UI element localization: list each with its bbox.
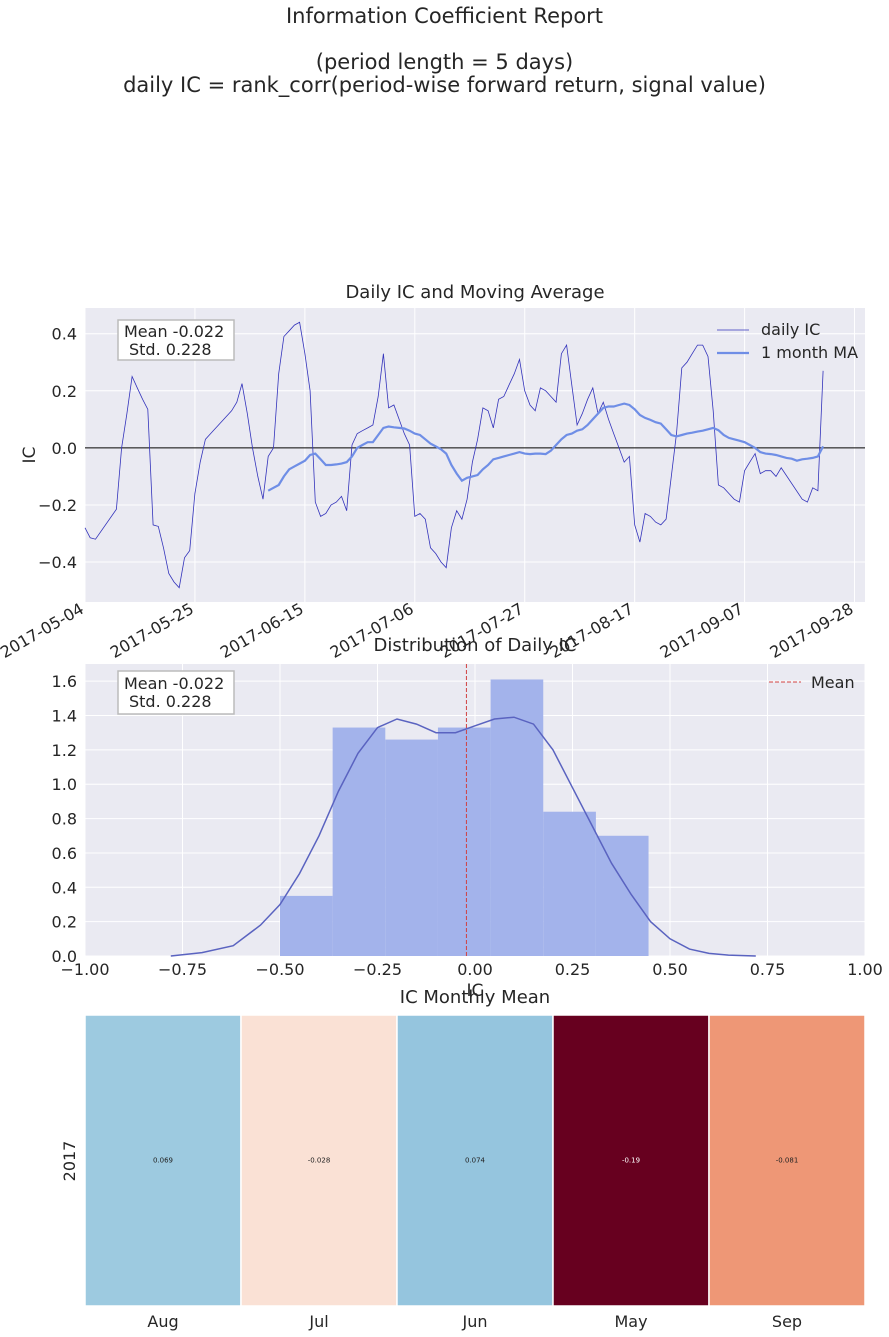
monthly-mean-panel: IC Monthly Mean 0.069 Aug -0.028 Jul 0.074 Ju…	[60, 987, 866, 1331]
y-tick-label: −0.4	[38, 553, 77, 572]
heatmap-cell-jun	[396, 1014, 554, 1307]
x-tick-label: 0.00	[457, 960, 493, 979]
monthly-mean-cells: 0.069 Aug -0.028 Jul 0.074 Jun -0.19 May -0.081 S…	[84, 1014, 866, 1331]
y-tick-label: 0.0	[52, 947, 77, 966]
distribution-x-ticks: −1.00 −0.75 −0.50 −0.25 0.00 0.25 0.50 0.75 1.00	[60, 960, 882, 979]
distribution-panel: 0.0 0.2 0.4 0.6 0.8 1.0 1.2 1.4 1.6 −1.00 −0.75 −0…	[52, 635, 883, 1001]
dist-stats-mean-text: Mean -0.022	[124, 674, 224, 693]
dist-stats-box-frame	[117, 670, 235, 715]
x-tick-label: 2017-06-15	[217, 599, 307, 662]
heatmap-cell-sep	[708, 1014, 866, 1307]
histogram-bar	[543, 811, 596, 956]
report-subtitle-period: (period length = 5 days)	[315, 50, 574, 74]
distribution-legend: Mean	[769, 673, 855, 692]
heatmap-cell-may	[552, 1014, 710, 1307]
y-tick-label: 0.8	[52, 810, 77, 829]
heatmap-year-label: 2017	[60, 1141, 79, 1182]
x-tick-label: −0.75	[158, 960, 207, 979]
daily-ic-gridlines	[84, 308, 865, 602]
histogram-bar	[280, 895, 333, 956]
heatmap-month-label: May	[614, 1312, 647, 1331]
monthly-mean-title: IC Monthly Mean	[400, 987, 550, 1008]
report-subtitle-formula: daily IC = rank_corr(period-wise forward…	[123, 73, 766, 97]
x-tick-label: 2017-09-28	[767, 599, 857, 662]
x-tick-label: 1.00	[847, 960, 883, 979]
y-tick-label: 0.0	[52, 439, 77, 458]
y-tick-label: −0.2	[38, 496, 77, 515]
daily-ic-panel: Daily IC and Moving Average −0.4 −0.2 0.0 0…	[0, 282, 865, 662]
daily-ic-stats-box: Mean -0.022 Std. 0.228	[117, 319, 235, 361]
histogram-bar	[332, 727, 386, 956]
x-tick-label: −0.25	[353, 960, 402, 979]
y-tick-label: 1.0	[52, 775, 77, 794]
daily-ic-title: Daily IC and Moving Average	[345, 282, 604, 303]
y-tick-label: 0.4	[52, 325, 77, 344]
x-tick-label: 0.25	[555, 960, 591, 979]
report-title: Information Coefficient Report	[285, 4, 604, 28]
y-tick-label: 0.4	[52, 878, 77, 897]
distribution-x-axis-label: IC	[467, 981, 484, 1001]
x-tick-label: 2017-05-25	[107, 599, 197, 662]
x-tick-label: 0.50	[652, 960, 688, 979]
distribution-title: Distribution of Daily IC	[374, 635, 577, 656]
stats-mean-text: Mean -0.022	[124, 322, 224, 341]
y-tick-label: 1.6	[52, 672, 77, 691]
dist-stats-std-text: Std. 0.228	[129, 692, 212, 711]
y-tick-label: 0.6	[52, 844, 77, 863]
heatmap-value-label: 0.074	[465, 1157, 486, 1165]
y-tick-label: 1.2	[52, 741, 77, 760]
x-tick-label: 2017-05-04	[0, 599, 87, 662]
heatmap-value-label: 0.069	[153, 1157, 173, 1165]
y-tick-label: 0.2	[52, 382, 77, 401]
daily-ic-legend: daily IC 1 month MA	[717, 320, 858, 362]
histogram-bar	[490, 679, 544, 956]
kde-curve	[170, 716, 756, 957]
y-tick-label: 1.4	[52, 707, 77, 726]
legend-mean-label: Mean	[811, 673, 855, 692]
x-tick-label: 0.75	[750, 960, 786, 979]
daily-ic-y-ticks: −0.4 −0.2 0.0 0.2 0.4	[38, 325, 77, 572]
heatmap-month-label: Jul	[308, 1312, 328, 1331]
x-tick-label: −1.00	[60, 960, 109, 979]
heatmap-month-label: Aug	[147, 1312, 178, 1331]
heatmap-month-label: Jun	[462, 1312, 488, 1331]
heatmap-value-label: -0.028	[308, 1157, 331, 1165]
x-tick-label: −0.50	[255, 960, 304, 979]
heatmap-value-label: -0.19	[622, 1157, 640, 1165]
stats-std-text: Std. 0.228	[129, 340, 212, 359]
daily-ic-y-axis-label: IC	[20, 447, 40, 464]
histogram-bar	[595, 835, 649, 956]
stats-box-frame	[117, 319, 235, 361]
daily-ic-series-line	[84, 321, 824, 589]
heatmap-month-label: Sep	[772, 1312, 802, 1331]
distribution-stats-box: Mean -0.022 Std. 0.228	[117, 670, 235, 715]
distribution-y-ticks: 0.0 0.2 0.4 0.6 0.8 1.0 1.2 1.4 1.6	[52, 672, 77, 966]
x-tick-label: 2017-09-07	[657, 599, 747, 662]
moving-average-series-line	[267, 402, 825, 492]
distribution-histogram-bars	[280, 679, 649, 956]
y-tick-label: 0.2	[52, 913, 77, 932]
heatmap-value-label: -0.081	[776, 1157, 799, 1165]
histogram-bar	[385, 739, 438, 956]
legend-daily-ic-label: daily IC	[761, 320, 820, 339]
legend-ma-label: 1 month MA	[761, 343, 858, 362]
histogram-bar	[437, 727, 491, 956]
